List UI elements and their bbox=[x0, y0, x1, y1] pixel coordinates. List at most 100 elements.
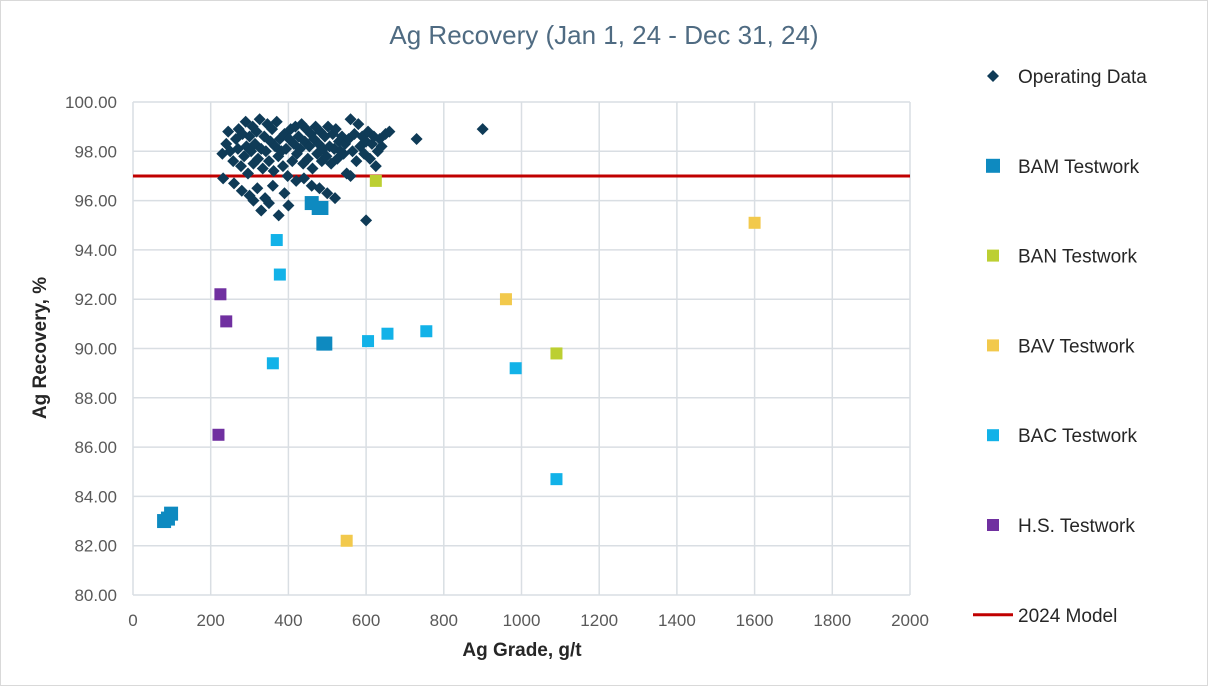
operating-data-point bbox=[267, 165, 280, 178]
ban-testwork-point bbox=[369, 174, 382, 187]
operating-data-point bbox=[227, 155, 240, 168]
y-tick-label: 96.00 bbox=[74, 192, 117, 211]
operating-data-point bbox=[217, 172, 230, 185]
operating-data-point bbox=[337, 147, 350, 160]
operating-data-point bbox=[248, 137, 261, 150]
operating-data-point bbox=[410, 132, 423, 145]
x-tick-label: 400 bbox=[274, 611, 302, 630]
y-tick-label: 80.00 bbox=[74, 586, 117, 605]
bac-testwork-point bbox=[362, 335, 375, 348]
operating-data-point bbox=[280, 142, 293, 155]
operating-data-point bbox=[278, 187, 291, 200]
operating-data-point bbox=[476, 123, 489, 136]
h-s-testwork-point bbox=[214, 288, 227, 301]
operating-data-point bbox=[303, 140, 316, 153]
operating-data-point bbox=[284, 123, 297, 136]
operating-data-point bbox=[252, 152, 265, 165]
bav-testwork-point bbox=[748, 216, 761, 229]
operating-data-point bbox=[231, 142, 244, 155]
operating-data-point bbox=[320, 150, 333, 163]
operating-data-point bbox=[235, 160, 248, 173]
legend-label-bav-testwork: BAV Testwork bbox=[1018, 336, 1135, 357]
bac-testwork-point bbox=[420, 325, 433, 338]
operating-data-point bbox=[251, 182, 264, 195]
x-tick-label: 1600 bbox=[736, 611, 774, 630]
x-tick-label: 1000 bbox=[503, 611, 541, 630]
y-tick-label: 100.00 bbox=[65, 93, 117, 112]
y-tick-label: 82.00 bbox=[74, 537, 117, 556]
operating-data-point bbox=[266, 123, 279, 136]
operating-data-point bbox=[259, 145, 272, 158]
bac-testwork-point bbox=[266, 357, 279, 370]
y-tick-label: 84.00 bbox=[74, 487, 117, 506]
y-tick-label: 98.00 bbox=[74, 142, 117, 161]
operating-data-point bbox=[383, 125, 396, 138]
bac-testwork-point bbox=[550, 473, 563, 486]
y-axis-ticks: 80.00 82.00 84.00 86.00 88.00 90.00 92.00 94.00… bbox=[65, 93, 117, 605]
legend-swatch-bac-testwork bbox=[987, 429, 999, 442]
legend-swatch-ban-testwork bbox=[987, 249, 999, 262]
operating-data-point bbox=[350, 155, 363, 168]
operating-data-point bbox=[346, 145, 359, 158]
bac-testwork-point bbox=[509, 362, 522, 375]
operating-data-point bbox=[222, 125, 235, 138]
operating-data-point bbox=[276, 160, 289, 173]
chart-title: Ag Recovery (Jan 1, 24 - Dec 31, 24) bbox=[389, 20, 818, 50]
legend-swatch-h-s-testwork bbox=[987, 519, 999, 531]
operating-data-point bbox=[313, 182, 326, 195]
operating-data-point bbox=[272, 209, 285, 222]
operating-data-point bbox=[321, 187, 334, 200]
y-tick-label: 92.00 bbox=[74, 290, 117, 309]
operating-data-point bbox=[286, 155, 299, 168]
operating-data-point bbox=[297, 172, 310, 185]
x-tick-label: 200 bbox=[197, 611, 225, 630]
y-axis-label: Ag Recovery, % bbox=[30, 277, 51, 419]
legend-label-ban-testwork: BAN Testwork bbox=[1018, 247, 1137, 268]
operating-data-point bbox=[294, 142, 307, 155]
bam-testwork-point bbox=[314, 200, 329, 215]
operating-data-point bbox=[306, 162, 319, 175]
operating-data-point bbox=[255, 204, 268, 217]
legend: Operating Data BAM Testwork BAN Testwork BA… bbox=[973, 67, 1147, 627]
x-axis-label: Ag Grade, g/t bbox=[462, 640, 582, 661]
bam-testwork-point bbox=[164, 506, 179, 521]
operating-data-point bbox=[262, 155, 275, 168]
operating-data-point bbox=[256, 162, 269, 175]
x-axis-ticks: 0 200 400 600 800 1000 1200 1400 1600 1800 2000 bbox=[128, 611, 929, 630]
operating-data-point bbox=[270, 115, 283, 128]
operating-data-point bbox=[266, 179, 279, 192]
ban-testwork-point bbox=[550, 347, 563, 360]
bav-testwork-point bbox=[499, 293, 512, 306]
legend-label-h-s-testwork: H.S. Testwork bbox=[1018, 516, 1135, 537]
bav-testwork-point bbox=[340, 534, 353, 547]
operating-data-point bbox=[281, 169, 294, 182]
operating-data-point bbox=[228, 177, 241, 190]
x-tick-label: 1400 bbox=[658, 611, 696, 630]
operating-data-point bbox=[235, 184, 248, 197]
legend-label-bac-testwork: BAC Testwork bbox=[1018, 426, 1137, 447]
operating-data-point bbox=[363, 152, 376, 165]
operating-data-point bbox=[250, 125, 263, 138]
y-tick-label: 90.00 bbox=[74, 340, 117, 359]
operating-data-point bbox=[301, 152, 314, 165]
y-tick-label: 86.00 bbox=[74, 438, 117, 457]
legend-label-operating-data: Operating Data bbox=[1018, 67, 1147, 88]
y-tick-label: 94.00 bbox=[74, 241, 117, 260]
operating-data-point bbox=[241, 167, 254, 180]
legend-label-2024-model: 2024 Model bbox=[1018, 606, 1117, 627]
x-tick-label: 1800 bbox=[813, 611, 851, 630]
x-tick-label: 800 bbox=[430, 611, 458, 630]
x-tick-label: 1200 bbox=[580, 611, 618, 630]
operating-data-point bbox=[375, 140, 388, 153]
x-tick-label: 0 bbox=[128, 611, 137, 630]
legend-swatch-bam-testwork bbox=[986, 158, 1000, 173]
operating-data-point bbox=[344, 169, 357, 182]
operating-data-point bbox=[352, 118, 365, 131]
operating-data-point bbox=[360, 214, 373, 227]
bam-testwork-point bbox=[318, 336, 333, 351]
operating-data-point bbox=[369, 160, 382, 173]
operating-data-point bbox=[247, 194, 260, 207]
operating-data-point bbox=[329, 192, 342, 205]
